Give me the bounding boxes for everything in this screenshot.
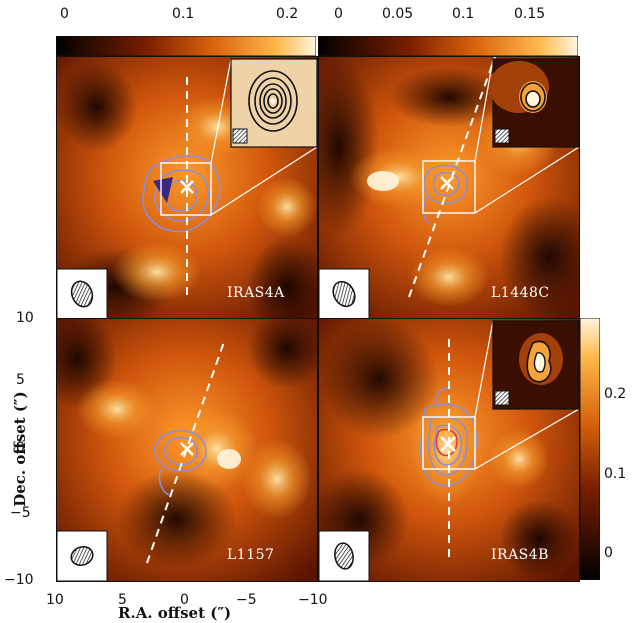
panel-l1448c-map bbox=[319, 57, 579, 319]
panel-iras4a: IRAS4A bbox=[56, 56, 318, 320]
colorbar-left-tick-2: 0.2 bbox=[276, 6, 299, 22]
panel-iras4b-map bbox=[319, 319, 579, 581]
colorbar-right-tick-1: 0.05 bbox=[382, 6, 414, 22]
colorbar-side-tick-1: 0.1 bbox=[604, 466, 627, 482]
x-tick-5: 5 bbox=[118, 592, 127, 608]
panel-l1157: L1157 bbox=[56, 318, 318, 582]
colorbar-left-tick-0: 0 bbox=[60, 6, 69, 22]
colorbar-right-tick-3: 0.15 bbox=[514, 6, 546, 22]
colorbar-top-right bbox=[318, 36, 578, 56]
y-tick-m10: −10 bbox=[4, 572, 34, 588]
x-tick-m5: −5 bbox=[236, 592, 257, 608]
iras4a-source-marker bbox=[180, 180, 194, 194]
colorbar-top-left bbox=[56, 36, 316, 56]
x-axis-label: R.A. offset (″) bbox=[118, 604, 232, 622]
l1157-outflow-axis bbox=[146, 338, 226, 564]
colorbar-side-tick-0: 0.2 bbox=[604, 386, 627, 402]
l1157-beam-icon bbox=[70, 545, 94, 567]
panel-label-l1448c: L1448C bbox=[491, 285, 550, 301]
iras4b-contours bbox=[420, 387, 477, 487]
panel-label-iras4b: IRAS4B bbox=[491, 547, 549, 563]
y-tick-5: 5 bbox=[16, 372, 25, 388]
iras4a-zoom-box bbox=[160, 162, 212, 216]
iras4b-beam-icon bbox=[334, 542, 354, 570]
colorbar-left-tick-1: 0.1 bbox=[172, 6, 195, 22]
y-axis-label: Dec. offset (″) bbox=[11, 391, 29, 507]
x-tick-0: 0 bbox=[180, 592, 189, 608]
panel-l1157-map bbox=[57, 319, 317, 581]
colorbar-right-tick-2: 0.1 bbox=[452, 6, 475, 22]
panel-l1448c: L1448C bbox=[318, 56, 580, 320]
colorbar-right-tick-0: 0 bbox=[334, 6, 343, 22]
panel-label-l1157: L1157 bbox=[227, 547, 275, 563]
iras4a-beam-icon bbox=[70, 280, 94, 308]
y-tick-m5: −5 bbox=[10, 505, 31, 521]
l1157-contours bbox=[154, 430, 207, 496]
colorbar-side-tick-2: 0 bbox=[604, 545, 613, 561]
x-tick-10: 10 bbox=[46, 592, 64, 608]
y-tick-top-10: 10 bbox=[16, 310, 34, 326]
l1448c-beam-icon bbox=[332, 280, 356, 308]
panel-iras4b: IRAS4B bbox=[318, 318, 580, 582]
panel-label-iras4a: IRAS4A bbox=[227, 285, 285, 301]
x-tick-m10: −10 bbox=[298, 592, 328, 608]
l1448c-outflow-axis bbox=[408, 57, 496, 298]
panel-iras4a-map bbox=[57, 57, 317, 319]
colorbar-side bbox=[580, 318, 600, 580]
y-tick-0: 0 bbox=[16, 440, 25, 456]
